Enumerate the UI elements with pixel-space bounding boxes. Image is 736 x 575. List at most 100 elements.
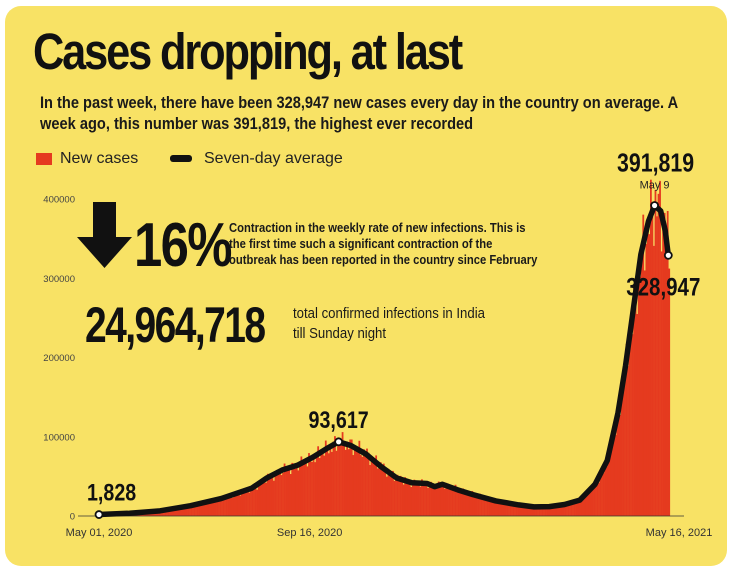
new-cases-bar [439,485,442,516]
new-cases-bar [300,456,303,516]
new-cases-bar [323,455,326,516]
new-cases-bar [587,491,590,516]
new-cases-bar [498,502,501,516]
new-cases-bar [576,500,579,516]
new-cases-bar [276,469,278,516]
new-cases-bar [334,436,336,516]
new-cases-bar [561,505,564,516]
new-cases-bar [302,465,304,516]
new-cases-bar [425,482,428,516]
new-cases-bar [556,506,559,516]
new-cases-bar [221,496,223,516]
new-cases-bar [382,463,385,516]
chart-axes: 0 100000 200000 300000 400000 May 01, 2020 Sep… [43,195,712,540]
new-cases-bar [327,453,330,516]
new-cases-bar [355,448,358,516]
new-cases-bar [601,468,603,516]
new-cases-bar [666,210,669,517]
new-cases-bar [395,478,397,516]
new-cases-bar [488,496,490,516]
new-cases-bar [169,509,171,516]
new-cases-bar [472,496,475,516]
new-cases-bar [321,453,324,516]
new-cases-bar [494,501,497,516]
new-cases-bar [454,484,457,516]
new-cases-bar [640,247,643,516]
new-cases-bar [645,243,648,516]
new-cases-bar [222,499,225,516]
new-cases-bar [419,486,422,516]
new-cases-bar [187,504,190,516]
new-cases-bar [540,508,542,516]
new-cases-bar [480,496,483,516]
new-cases-bar [582,496,585,516]
x-tick-label: Sep 16, 2020 [277,527,342,539]
new-cases-bar [291,462,294,516]
new-cases-bar [550,505,553,516]
new-cases-bar [462,488,465,516]
new-cases-bar [248,492,251,516]
new-cases-bar [546,505,548,516]
new-cases-bar [408,479,411,516]
new-cases-bar [379,462,382,516]
new-cases-bar [363,449,365,516]
total-note-line-1: total confirmed infections in India [293,304,485,321]
new-cases-bar [393,480,396,516]
new-cases-bar [312,455,315,516]
new-cases-bar [344,449,347,516]
new-cases-bar [236,492,239,516]
new-cases-bar [182,506,185,516]
new-cases-bar [202,502,205,516]
new-cases-bar [178,507,181,516]
new-cases-bar [257,483,260,516]
new-cases-bar [460,493,463,516]
new-cases-bar [298,465,301,516]
new-cases-bar [447,483,449,516]
new-cases-bar [294,468,297,516]
new-cases-bar [199,503,202,516]
new-cases-bar [474,495,477,516]
new-cases-bar [251,488,254,516]
new-cases-bar [369,465,371,516]
new-cases-bar [384,468,387,516]
new-cases-bar [642,214,645,516]
new-cases-bar [347,449,350,516]
new-cases-bar [607,462,610,516]
new-cases-bar [213,499,216,516]
new-cases-bar [306,466,309,516]
new-cases-bar [411,482,414,516]
new-cases-bar [271,474,274,516]
new-cases-bar [320,452,323,516]
new-cases-bar [254,484,257,516]
new-cases-bar [662,221,664,517]
new-cases-bar [535,507,538,516]
new-cases-bar [326,448,329,516]
new-cases-bar [479,493,481,516]
new-cases-bar [173,508,176,516]
new-cases-bar [537,506,539,516]
percent-figure: 16% [134,211,231,280]
percent-note-line-2: the first time such a significant contra… [229,236,493,251]
new-cases-bar [282,472,284,516]
new-cases-bar [521,504,524,516]
new-cases-bar [529,505,532,516]
new-cases-bar [309,456,312,516]
total-figure: 24,964,718 [85,296,265,353]
new-cases-bar [424,483,426,516]
new-cases-bar [341,432,344,516]
new-cases-bar [497,501,500,516]
new-cases-bar [553,505,556,516]
new-cases-bar [196,503,199,516]
new-cases-bar [280,475,283,516]
new-cases-bar [372,459,374,516]
new-cases-bar [434,488,437,516]
new-cases-bar [605,466,608,516]
new-cases-bar [297,470,300,516]
new-cases-bar [665,238,668,516]
new-cases-bar [239,495,242,516]
new-cases-bar [295,463,298,516]
new-cases-bar [501,502,504,516]
new-cases-bar [303,462,306,516]
new-cases-bar [653,245,655,516]
new-cases-bar [329,444,332,516]
